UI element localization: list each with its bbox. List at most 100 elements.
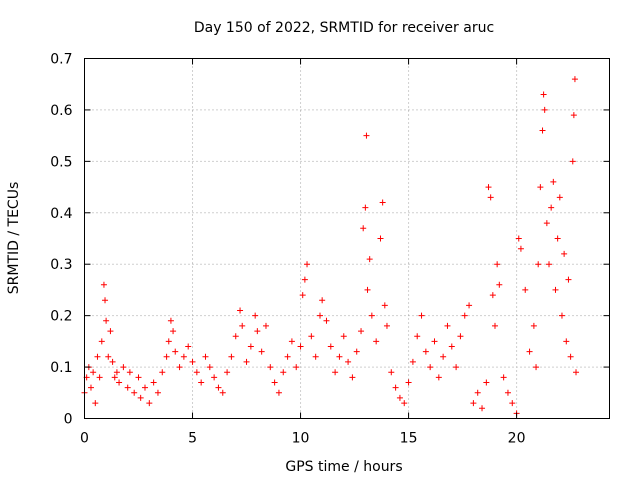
- data-point: [90, 369, 97, 376]
- data-point: [202, 353, 209, 360]
- data-point: [487, 194, 494, 201]
- data-point: [362, 204, 369, 211]
- data-point: [211, 374, 218, 381]
- data-point: [550, 178, 557, 185]
- data-point: [489, 292, 496, 299]
- data-point: [87, 384, 94, 391]
- data-point: [440, 353, 447, 360]
- data-point: [453, 364, 460, 371]
- data-point: [219, 389, 226, 396]
- data-point: [470, 400, 477, 407]
- data-point: [105, 353, 112, 360]
- data-point: [540, 91, 547, 98]
- data-point: [154, 389, 161, 396]
- data-point: [113, 369, 120, 376]
- data-point: [554, 235, 561, 242]
- data-point: [474, 389, 481, 396]
- data-point: [405, 379, 412, 386]
- data-point: [163, 353, 170, 360]
- data-point: [444, 322, 451, 329]
- x-tick-label: 20: [508, 431, 526, 447]
- data-point: [176, 364, 183, 371]
- data-point: [232, 333, 239, 340]
- data-point: [504, 389, 511, 396]
- data-point: [461, 312, 468, 319]
- data-point: [548, 204, 555, 211]
- data-point: [340, 333, 347, 340]
- data-point: [381, 302, 388, 309]
- y-tick-label: 0.7: [50, 52, 72, 68]
- data-point: [541, 106, 548, 113]
- data-point: [247, 343, 254, 350]
- data-point: [180, 353, 187, 360]
- data-point: [312, 353, 319, 360]
- data-point: [565, 276, 572, 283]
- data-point: [561, 250, 568, 257]
- data-point: [109, 358, 116, 365]
- data-point: [167, 317, 174, 324]
- data-point: [537, 184, 544, 191]
- data-point: [457, 333, 464, 340]
- data-point: [275, 389, 282, 396]
- data-point: [485, 184, 492, 191]
- data-point: [94, 353, 101, 360]
- data-points: [81, 76, 580, 417]
- data-point: [185, 343, 192, 350]
- data-point: [288, 338, 295, 345]
- data-point: [345, 358, 352, 365]
- data-point: [522, 286, 529, 293]
- data-point: [159, 369, 166, 376]
- data-point: [224, 369, 231, 376]
- data-point: [517, 245, 524, 252]
- y-tick-label: 0.6: [50, 103, 72, 119]
- grid-lines: [84, 58, 610, 419]
- data-point: [297, 343, 304, 350]
- data-point: [448, 343, 455, 350]
- data-point: [368, 312, 375, 319]
- data-point: [172, 348, 179, 355]
- data-point: [358, 328, 365, 335]
- data-point: [316, 312, 323, 319]
- data-point: [349, 374, 356, 381]
- data-point: [170, 328, 177, 335]
- data-point: [327, 343, 334, 350]
- x-tick-label: 0: [80, 431, 89, 447]
- data-point: [193, 369, 200, 376]
- data-point: [543, 220, 550, 227]
- data-point: [401, 400, 408, 407]
- data-point: [165, 338, 172, 345]
- data-point: [141, 384, 148, 391]
- data-point: [258, 348, 265, 355]
- data-point: [267, 364, 274, 371]
- data-point: [243, 358, 250, 365]
- data-point: [360, 225, 367, 232]
- data-point: [100, 281, 107, 288]
- data-point: [126, 369, 133, 376]
- data-point: [319, 297, 326, 304]
- data-point: [228, 353, 235, 360]
- data-point: [558, 312, 565, 319]
- data-point: [252, 312, 259, 319]
- chart-title: Day 150 of 2022, SRMTID for receiver aru…: [194, 20, 494, 36]
- data-point: [570, 112, 577, 119]
- data-point: [383, 322, 390, 329]
- data-point: [98, 338, 105, 345]
- data-point: [409, 358, 416, 365]
- data-point: [571, 76, 578, 83]
- data-point: [280, 369, 287, 376]
- data-point: [533, 364, 540, 371]
- x-tick-label: 5: [188, 431, 197, 447]
- data-point: [515, 235, 522, 242]
- data-point: [418, 312, 425, 319]
- data-point: [479, 405, 486, 412]
- data-point: [198, 379, 205, 386]
- axis-tick-labels: 0 5 10 15 20 0 0.1 0.2 0.3 0.4 0.5 0.6 0.7: [50, 52, 525, 447]
- data-point: [427, 364, 434, 371]
- data-point: [103, 317, 110, 324]
- data-point: [491, 322, 498, 329]
- data-point: [483, 379, 490, 386]
- y-tick-label: 0.1: [50, 360, 72, 376]
- data-point: [494, 261, 501, 268]
- data-point: [422, 348, 429, 355]
- data-point: [364, 286, 371, 293]
